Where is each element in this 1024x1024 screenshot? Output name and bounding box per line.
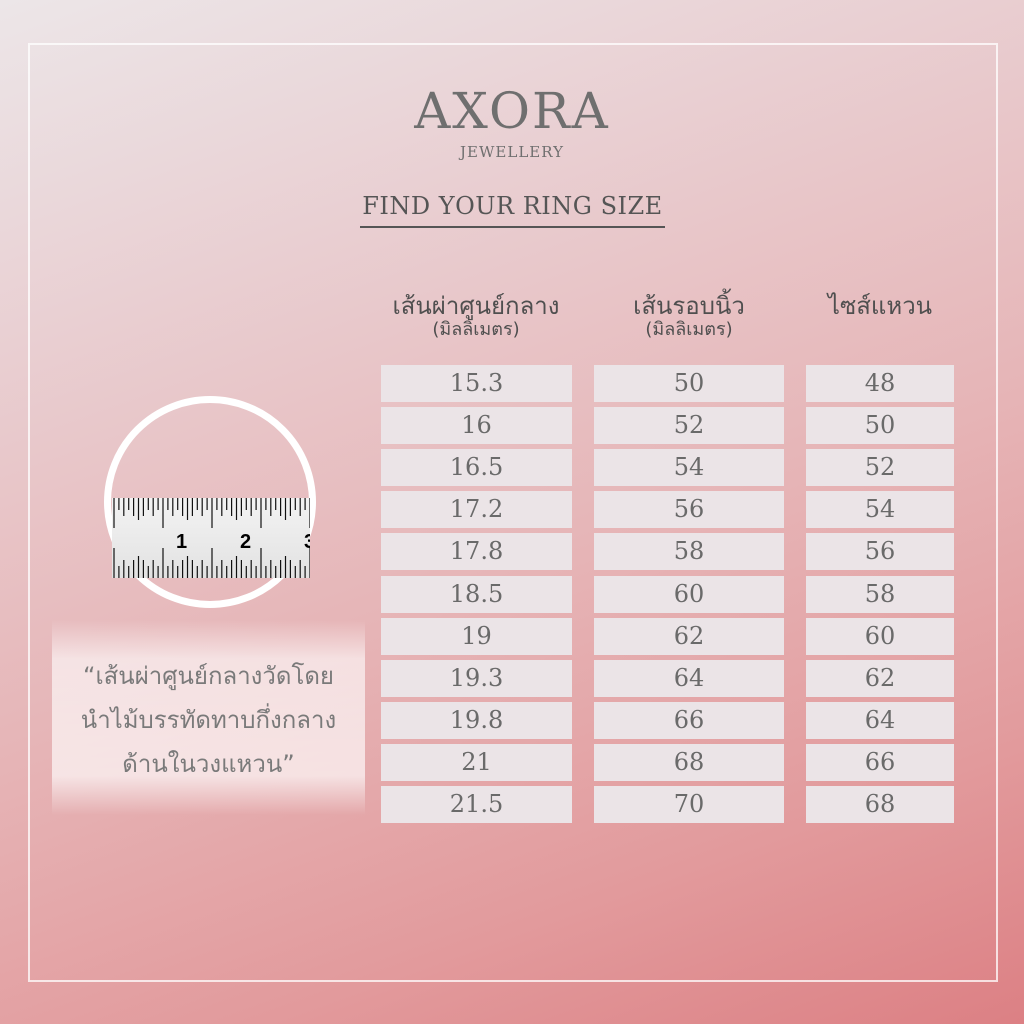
table-cell: 19.8 — [381, 701, 572, 739]
table-cell: 48 — [806, 365, 954, 402]
table-cell: 66 — [806, 743, 954, 781]
table-cell: 50 — [806, 407, 954, 445]
brand-name: AXORA — [414, 82, 610, 140]
ruler-number: 2 — [240, 531, 251, 553]
brand-tagline: JEWELLERY — [460, 143, 564, 161]
table-cell: 18.5 — [381, 575, 572, 613]
table-cell: 15.3 — [381, 365, 572, 402]
table-cell: 16 — [381, 407, 572, 445]
table-cell: 19 — [381, 617, 572, 655]
ruler-image: 1 2 3 — [112, 498, 310, 578]
table-cell: 52 — [806, 449, 954, 487]
table-cell: 54 — [806, 491, 954, 529]
table-cell: 52 — [594, 407, 784, 445]
note-line: ด้านในวงแหวน” — [122, 750, 295, 778]
table-cell: 58 — [806, 575, 954, 613]
note-line: นำไม้บรรทัดทาบกึ่งกลาง — [80, 706, 337, 734]
table-cell: 21.5 — [381, 786, 572, 823]
table-cell: 66 — [594, 701, 784, 739]
table-cell: 62 — [806, 659, 954, 697]
header-label: ไซส์แหวน — [827, 292, 933, 320]
table-cell: 16.5 — [381, 449, 572, 487]
table-cell: 56 — [806, 533, 954, 571]
column-header-circumference: เส้นรอบนิ้ว (มิลลิเมตร) — [594, 292, 784, 340]
table-cell: 60 — [806, 617, 954, 655]
note-line: “เส้นผ่าศูนย์กลางวัดโดย — [83, 662, 334, 690]
table-cell: 19.3 — [381, 659, 572, 697]
header-unit: (มิลลิเมตร) — [645, 319, 733, 340]
table-cell: 62 — [594, 617, 784, 655]
table-cell: 64 — [594, 659, 784, 697]
header-label: เส้นรอบนิ้ว — [633, 292, 745, 320]
header-unit: (มิลลิเมตร) — [432, 319, 520, 340]
column-header-ring-size: ไซส์แหวน — [806, 292, 954, 320]
page-title: FIND YOUR RING SIZE — [360, 192, 665, 228]
table-cell: 21 — [381, 743, 572, 781]
table-cell: 58 — [594, 533, 784, 571]
column-header-diameter: เส้นผ่าศูนย์กลาง (มิลลิเมตร) — [376, 292, 576, 340]
measurement-note: “เส้นผ่าศูนย์กลางวัดโดย นำไม้บรรทัดทาบกึ… — [52, 620, 365, 815]
table-cell: 50 — [594, 365, 784, 402]
table-cell: 17.8 — [381, 533, 572, 571]
table-cell: 68 — [594, 743, 784, 781]
table-cell: 70 — [594, 786, 784, 823]
table-cell: 17.2 — [381, 491, 572, 529]
frame-border — [28, 43, 998, 982]
ruler-number: 3 — [304, 531, 310, 553]
table-cell: 56 — [594, 491, 784, 529]
ruler-number: 1 — [176, 531, 187, 553]
table-cell: 64 — [806, 701, 954, 739]
table-cell: 68 — [806, 786, 954, 823]
ring-image — [104, 396, 316, 608]
table-cell: 54 — [594, 449, 784, 487]
header-label: เส้นผ่าศูนย์กลาง — [392, 292, 560, 320]
table-cell: 60 — [594, 575, 784, 613]
